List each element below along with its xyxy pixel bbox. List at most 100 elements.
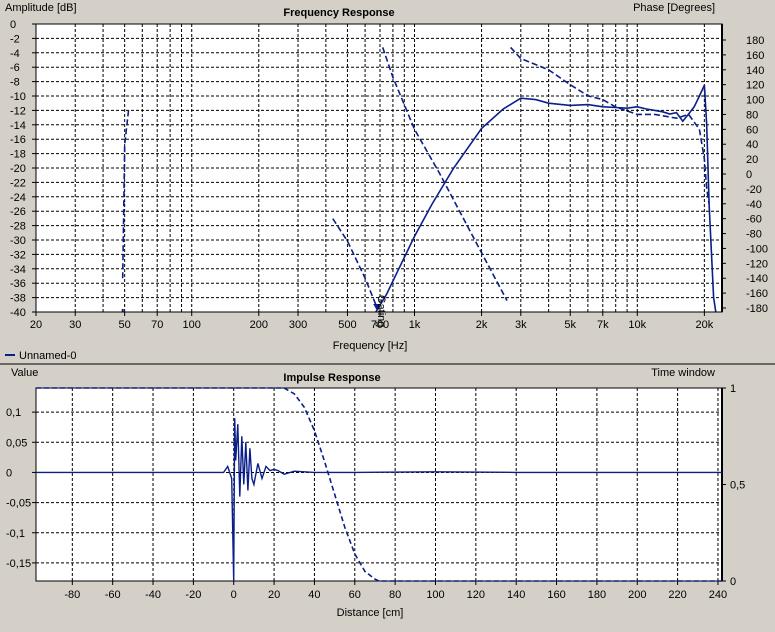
gating-annotation: Gating [375,295,387,327]
frequency-tick-label: 500 [338,319,356,331]
phase-tick-label: 20 [746,154,758,166]
frequency-tick-label: 2k [476,319,488,331]
phase-tick-label: 120 [746,80,764,92]
amplitude-tick-label: -34 [10,264,26,276]
distance-tick-label: 100 [426,589,444,601]
amplitude-tick-label: -18 [10,149,26,161]
phase-tick-label: -120 [746,258,768,270]
amplitude-tick-label: -10 [10,91,26,103]
amplitude-tick-label: 0 [10,19,16,31]
amplitude-tick-label: -30 [10,235,26,247]
amplitude-tick-label: -40 [10,307,26,319]
distance-tick-label: -60 [105,589,121,601]
distance-axis-label: Distance [cm] [337,607,404,619]
frequency-tick-label: 30 [69,319,81,331]
amplitude-tick-label: -4 [10,48,20,60]
frequency-tick-label: 20 [30,319,42,331]
distance-tick-label: -20 [185,589,201,601]
amplitude-tick-label: -8 [10,77,20,89]
frequency-tick-label: 5k [564,319,576,331]
amplitude-tick-label: -22 [10,177,26,189]
phase-tick-label: 80 [746,109,758,121]
amplitude-tick-label: -6 [10,62,20,74]
phase-tick-label: -80 [746,229,762,241]
phase-tick-label: 160 [746,50,764,62]
phase-tick-label: -60 [746,214,762,226]
distance-tick-label: -80 [64,589,80,601]
phase-curve [121,110,130,279]
value-axis-label: Value [11,367,38,379]
distance-tick-label: 0 [231,589,237,601]
distance-tick-label: 60 [349,589,361,601]
distance-tick-label: -40 [145,589,161,601]
phase-tick-label: -100 [746,243,768,255]
frequency-tick-label: 200 [250,319,268,331]
phase-tick-label: -140 [746,273,768,285]
amplitude-curve [375,84,717,313]
distance-tick-label: 160 [547,589,565,601]
phase-tick-label: 40 [746,139,758,151]
value-tick-label: -0,15 [6,558,31,570]
frequency-tick-label: 10k [628,319,646,331]
phase-curve [510,46,710,204]
amplitude-tick-label: -12 [10,105,26,117]
amplitude-tick-label: -36 [10,278,26,290]
phase-axis-label: Phase [Degrees] [633,2,715,14]
amplitude-tick-label: -2 [10,33,20,45]
frequency-chart-title: Frequency Response [283,7,394,19]
distance-tick-label: 200 [628,589,646,601]
gating-marker [373,304,382,311]
distance-tick-label: 240 [709,589,727,601]
impulse-curve [36,418,722,582]
window-tick-label: 1 [730,383,736,395]
value-tick-label: 0,1 [6,407,21,419]
frequency-response-chart: Amplitude [dB] Frequency Response Phase … [5,2,768,352]
frequency-tick-label: 7k [597,319,609,331]
phase-tick-label: -20 [746,184,762,196]
frequency-tick-label: 700 [371,319,389,331]
distance-tick-label: 20 [268,589,280,601]
frequency-axis-label: Frequency [Hz] [333,340,408,352]
amplitude-tick-label: -26 [10,206,26,218]
frequency-tick-label: 1k [409,319,421,331]
amplitude-tick-label: -28 [10,221,26,233]
phase-curve [381,47,508,301]
amplitude-tick-label: -20 [10,163,26,175]
amplitude-axis-label: Amplitude [dB] [5,2,77,14]
window-tick-label: 0 [730,576,736,588]
phase-curve [332,218,378,309]
amplitude-tick-label: -16 [10,134,26,146]
time-window-curve [36,387,722,582]
legend-label: Unnamed-0 [19,350,76,362]
amplitude-tick-label: -32 [10,249,26,261]
amplitude-tick-label: -38 [10,293,26,305]
window-tick-label: 0,5 [730,480,745,492]
frequency-tick-label: 300 [289,319,307,331]
frequency-tick-label: 50 [119,319,131,331]
value-tick-label: 0 [6,467,12,479]
impulse-chart-title: Impulse Response [283,372,380,384]
phase-tick-label: -160 [746,288,768,300]
phase-tick-label: 100 [746,95,764,107]
distance-tick-label: 40 [308,589,320,601]
value-tick-label: -0,1 [6,528,25,540]
frequency-tick-label: 3k [515,319,527,331]
amplitude-tick-label: -14 [10,120,26,132]
phase-tick-label: 60 [746,124,758,136]
value-tick-label: -0,05 [6,498,31,510]
value-tick-label: 0,05 [6,437,27,449]
frequency-tick-label: 20k [695,319,713,331]
distance-tick-label: 80 [389,589,401,601]
phase-tick-label: 0 [746,169,752,181]
time-window-axis-label: Time window [651,367,715,379]
phase-tick-label: -180 [746,303,768,315]
amplitude-tick-label: -24 [10,192,26,204]
frequency-tick-label: 100 [183,319,201,331]
phase-tick-label: 140 [746,65,764,77]
phase-tick-label: 180 [746,35,764,47]
frequency-tick-label: 70 [151,319,163,331]
distance-tick-label: 180 [588,589,606,601]
legend: Unnamed-0 [5,350,76,362]
impulse-response-chart: Value Impulse Response Time window Dista… [6,367,745,619]
